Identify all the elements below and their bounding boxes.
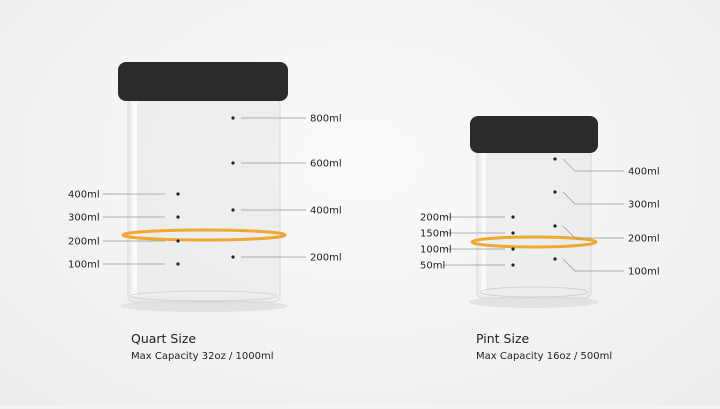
pint-glass-body (476, 149, 592, 299)
quart-left-mark-label: 300ml (68, 213, 100, 224)
pint-right-leader (562, 258, 624, 272)
quart-right-mark-dot (231, 208, 235, 212)
pint-left-mark-label: 200ml (420, 213, 452, 224)
pint-right-mark-dot (553, 224, 557, 228)
pint-left-mark-dot (511, 231, 515, 235)
quart-left-mark-dot (176, 262, 180, 266)
pint-right-mark-dot (553, 157, 557, 161)
pint-left-mark-dot (511, 263, 515, 267)
quart-left-mark-label: 400ml (68, 190, 100, 201)
pint-glass-highlight (481, 150, 486, 292)
pint-left-mark-label: 50ml (420, 261, 445, 272)
quart-right-mark-label: 800ml (310, 114, 342, 125)
quart-left-mark-dot (176, 239, 180, 243)
quart-left-mark-dot (176, 192, 180, 196)
pint-right-mark-dot (553, 190, 557, 194)
pint-shadow (469, 296, 599, 308)
quart-left-mark-dot (176, 215, 180, 219)
quart-right-mark-dot (231, 116, 235, 120)
quart-shadow (120, 300, 288, 312)
pint-right-mark-label: 100ml (628, 267, 660, 278)
quart-glass-body (127, 97, 281, 303)
quart-right-mark-label: 600ml (310, 159, 342, 170)
quart-glass-base (130, 290, 278, 302)
pint-lid (470, 116, 598, 153)
pint-right-mark-label: 200ml (628, 234, 660, 245)
pint-glass-base (479, 286, 589, 298)
pint-right-leader (562, 225, 624, 239)
quart-right-mark-label: 200ml (310, 253, 342, 264)
quart-subtitle: Max Capacity 32oz / 1000ml (131, 351, 274, 362)
pint-left-mark-label: 100ml (420, 245, 452, 256)
pint-silicone-ring (470, 235, 598, 249)
pint-title: Pint Size (476, 331, 530, 346)
quart-title: Quart Size (131, 331, 197, 346)
pint-right-mark-dot (553, 257, 557, 261)
pint-subtitle: Max Capacity 16oz / 500ml (476, 351, 613, 362)
quart-right-mark-dot (231, 255, 235, 259)
quart-left-mark-label: 200ml (68, 237, 100, 248)
pint-right-mark-label: 400ml (628, 167, 660, 178)
quart-right-mark-dot (231, 161, 235, 165)
pint-left-mark-label: 150ml (420, 229, 452, 240)
pint-right-leader (562, 191, 624, 205)
pint-right-mark-label: 300ml (628, 200, 660, 211)
quart-lid (118, 62, 288, 101)
quart-left-mark-label: 100ml (68, 260, 100, 271)
quart-glass-highlight (132, 98, 137, 296)
quart-caption: Quart Size Max Capacity 32oz / 1000ml (131, 331, 274, 362)
pint-left-mark-dot (511, 215, 515, 219)
quart-silicone-ring (121, 228, 287, 242)
quart-right-mark-label: 400ml (310, 206, 342, 217)
pint-right-leader (562, 158, 624, 172)
pint-caption: Pint Size Max Capacity 16oz / 500ml (476, 331, 612, 362)
pint-left-mark-dot (511, 247, 515, 251)
